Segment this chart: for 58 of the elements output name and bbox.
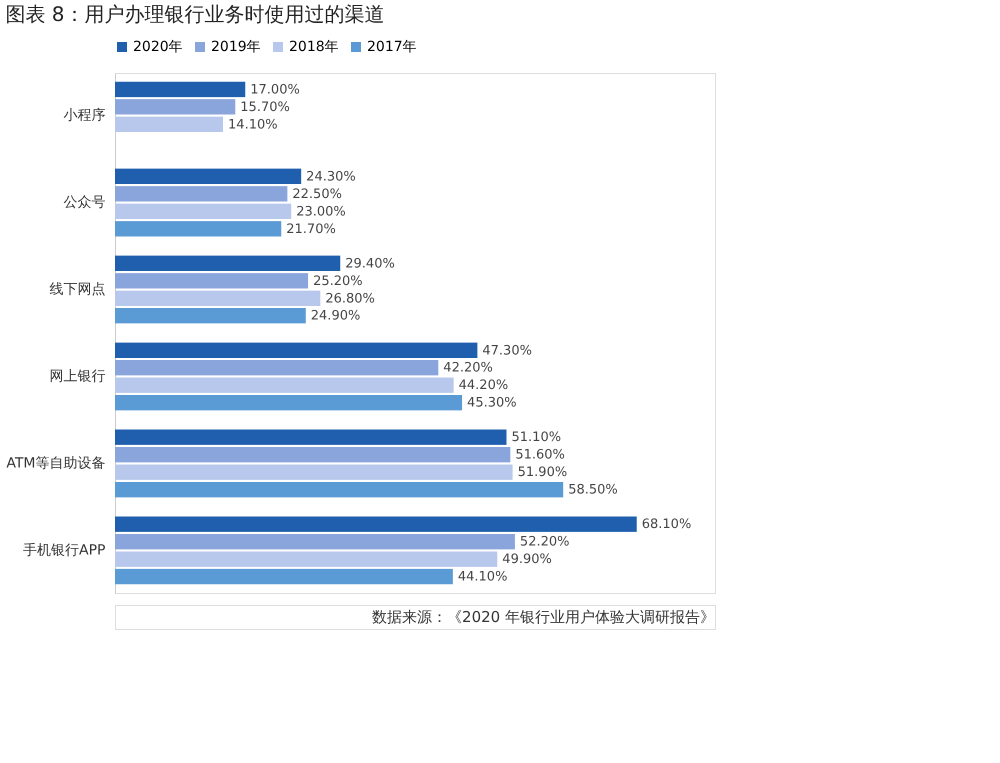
bar <box>115 273 308 288</box>
y-tick-label: 公众号 <box>64 194 106 211</box>
bar <box>115 342 478 358</box>
data-label: 14.10% <box>228 117 278 132</box>
bar <box>115 290 320 306</box>
source-note: 数据来源：《2020 年银行业用户体验大调研报告》 <box>372 608 715 626</box>
data-label: 23.00% <box>296 204 346 220</box>
bar <box>115 256 340 271</box>
data-label: 26.80% <box>325 291 375 306</box>
bar <box>115 516 637 532</box>
bar <box>115 168 302 184</box>
data-label: 47.30% <box>482 343 532 358</box>
data-label: 51.10% <box>511 430 562 446</box>
bar <box>115 204 292 219</box>
bar <box>115 447 510 462</box>
y-tick-label: 线下网点 <box>50 282 106 298</box>
legend-label: 2019年 <box>211 39 261 55</box>
data-label: 17.00% <box>250 82 300 98</box>
y-tick-label: 小程序 <box>64 108 106 124</box>
data-label: 49.90% <box>502 552 552 568</box>
data-label: 42.20% <box>443 360 493 376</box>
y-tick-label: 网上银行 <box>50 368 106 384</box>
chart-title: 图表 8：用户办理银行业务时使用过的渠道 <box>5 2 384 26</box>
data-label: 45.30% <box>467 396 517 411</box>
bar <box>115 186 288 202</box>
bar <box>115 99 236 115</box>
data-label: 29.40% <box>345 256 395 272</box>
bar <box>115 534 515 550</box>
data-label: 58.50% <box>568 482 618 498</box>
data-label: 44.10% <box>458 570 508 585</box>
bar <box>115 430 506 445</box>
data-label: 22.50% <box>292 186 342 202</box>
data-label: 51.90% <box>518 465 568 480</box>
data-label: 24.30% <box>306 169 356 184</box>
bar <box>115 378 454 393</box>
bar <box>115 221 282 236</box>
bar <box>115 551 498 567</box>
data-label: 15.70% <box>240 100 290 115</box>
bar <box>115 568 453 584</box>
bar <box>115 395 462 410</box>
bar <box>115 82 246 98</box>
bar <box>115 116 224 132</box>
bar <box>115 360 438 376</box>
legend-label: 2018年 <box>289 39 339 55</box>
legend-label: 2020年 <box>133 39 183 55</box>
bar <box>115 464 513 480</box>
data-label: 25.20% <box>313 274 363 289</box>
bar <box>115 482 564 498</box>
data-label: 52.20% <box>520 534 570 550</box>
bar <box>115 308 306 324</box>
data-label: 24.90% <box>310 308 360 324</box>
data-label: 21.70% <box>286 222 336 237</box>
y-tick-label: 手机银行APP <box>23 542 106 558</box>
legend-label: 2017年 <box>367 39 417 55</box>
data-label: 68.10% <box>642 517 692 532</box>
data-label: 51.60% <box>515 448 565 463</box>
data-label: 44.20% <box>458 378 508 394</box>
y-tick-label: ATM等自助设备 <box>6 455 106 472</box>
